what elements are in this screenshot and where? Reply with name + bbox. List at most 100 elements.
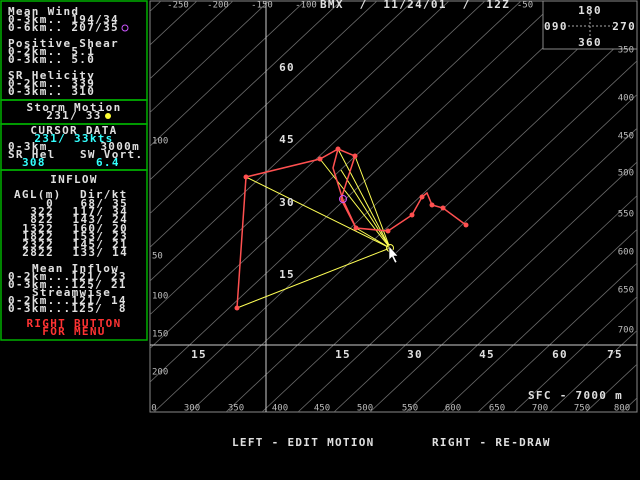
layer-label: SFC - 7000 m	[528, 389, 623, 402]
pressure-label: 450	[618, 132, 634, 142]
footer-left[interactable]: LEFT - EDIT MOTION	[232, 436, 375, 449]
section-title: CURSOR DATA	[30, 124, 117, 137]
skew-line	[150, 1, 414, 248]
pressure-label: -200	[207, 1, 229, 11]
skew-line	[189, 1, 630, 412]
menu-hint: FOR MENU	[42, 325, 105, 338]
pressure-label: 100	[152, 292, 168, 302]
row: 0-6km.. 207/35	[8, 21, 119, 34]
skew-line	[477, 262, 637, 412]
skew-line	[549, 329, 637, 412]
pressure-label: 550	[618, 210, 634, 220]
skew-line	[261, 60, 637, 412]
section-title: Positive Shear	[8, 37, 119, 50]
pressure-label: 650	[618, 286, 634, 296]
skew-line	[441, 228, 637, 412]
section-title: Mean Inflow	[32, 262, 119, 275]
skew-line	[150, 1, 378, 215]
pressure-label: -150	[251, 1, 273, 11]
pressure-label: 150	[152, 330, 168, 340]
temp-label: 400	[272, 404, 288, 414]
row: 231/ 33	[46, 109, 101, 122]
header: Dir/kt	[80, 188, 128, 201]
menu-hint: RIGHT BUTTON	[26, 317, 121, 330]
row: 0-3km.. 194/34	[8, 13, 119, 26]
speed-label: 75	[607, 348, 623, 361]
skew-line	[150, 1, 234, 80]
section-title: INFLOW	[50, 173, 98, 186]
row: 0-3km.. 310	[8, 85, 95, 98]
row: 6.4	[96, 156, 120, 169]
row: 0-2km...121/ 14	[8, 294, 127, 307]
temp-label: 450	[314, 404, 330, 414]
row: 308	[22, 156, 46, 169]
skew-line	[333, 127, 637, 412]
pressure-label: 50	[152, 252, 163, 262]
speed-label: 15	[335, 348, 351, 361]
storm-icon	[105, 113, 111, 119]
skew-line	[150, 1, 270, 113]
skew-line	[225, 26, 637, 412]
agl: 0	[46, 197, 54, 210]
agl: 2322	[22, 238, 54, 251]
pressure-label: -50	[517, 1, 533, 11]
dir-kt: 153/ 23	[73, 230, 128, 243]
speed-label: 60	[552, 348, 568, 361]
skew-line	[150, 1, 522, 349]
agl: 822	[30, 213, 54, 226]
pressure-label: 200	[152, 368, 168, 378]
pressure-label: -100	[295, 1, 317, 11]
row: SW Vort.	[80, 148, 143, 161]
row: 0-3km	[8, 140, 48, 153]
row: SR Hel	[8, 148, 56, 161]
compass-label: 180	[578, 4, 602, 17]
pressure-label: 600	[618, 248, 634, 258]
mean-wind-marker	[339, 195, 347, 203]
section-title: Mean Wind	[8, 5, 79, 18]
speed-label: 30	[279, 196, 295, 209]
skew-line	[405, 195, 637, 412]
section-title: Storm Motion	[26, 101, 121, 114]
temp-label: 0	[151, 404, 156, 414]
row: 0-2km...121/ 23	[8, 270, 127, 283]
section-title: Streamwise	[32, 286, 111, 299]
hodograph	[332, 148, 357, 229]
skew-line	[297, 94, 637, 412]
agl: 1822	[22, 230, 54, 243]
dir-kt: 133/ 14	[73, 246, 128, 259]
temp-label: 350	[228, 404, 244, 414]
pressure-label: 500	[618, 169, 634, 179]
header: AGL(m)	[14, 188, 62, 201]
mean-wind-icon	[121, 24, 129, 32]
row: 3000m	[100, 140, 140, 153]
row: 0-3km.. 5.0	[8, 53, 95, 66]
temp-label: 750	[574, 404, 590, 414]
row: 0-3km...125/ 21	[8, 278, 127, 291]
pressure-label: 100	[152, 137, 168, 147]
temp-label: 650	[489, 404, 505, 414]
pressure-label: 400	[618, 94, 634, 104]
agl: 322	[30, 205, 54, 218]
pressure-label: 350	[618, 46, 634, 56]
footer-right[interactable]: RIGHT - RE-DRAW	[432, 436, 551, 449]
temp-label: 800	[614, 404, 630, 414]
compass-label: 090	[544, 20, 568, 33]
row: 0-3km...125/ 8	[8, 302, 127, 315]
plot-frame	[149, 0, 638, 413]
speed-label: 15	[191, 348, 207, 361]
agl: 1322	[22, 222, 54, 235]
dir-kt: 143/ 24	[73, 213, 128, 226]
speed-label: 30	[407, 348, 423, 361]
compass-label: 360	[578, 36, 602, 49]
sr-lines	[236, 148, 391, 309]
temp-label: 600	[445, 404, 461, 414]
compass-label: 270	[612, 20, 636, 33]
row: 0-2km.. 339	[8, 77, 95, 90]
speed-label: 15	[279, 268, 295, 281]
plot-title: BMX / 11/24/01 / 12Z	[320, 0, 510, 11]
dir-kt: 145/ 21	[73, 238, 128, 251]
temp-label: 700	[532, 404, 548, 414]
cursor	[388, 245, 399, 264]
panel-box	[0, 169, 148, 341]
